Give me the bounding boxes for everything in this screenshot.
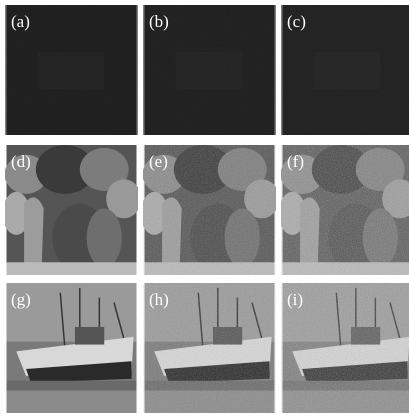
image-panel: (g) <box>7 283 137 413</box>
panel-label: (f) <box>287 152 304 171</box>
panel-label: (h) <box>149 290 169 309</box>
image-panel: (d) <box>3 145 142 275</box>
image-panel: (a) <box>5 5 138 135</box>
panel-label: (b) <box>149 12 169 31</box>
panel-label: (g) <box>11 290 31 309</box>
image-panel: (e) <box>141 145 280 275</box>
panel-label: (a) <box>11 12 30 31</box>
image-panel: (c) <box>281 5 409 135</box>
image-panel: (f) <box>279 145 409 275</box>
panel-label: (i) <box>287 290 303 309</box>
panel-grid: (a) (b) (c) (d) (e) (f) (g) (h) (i) <box>3 5 409 413</box>
figure: (a) (b) (c) (d) (e) (f) (g) (h) (i) <box>0 0 409 415</box>
image-panel: (i) <box>281 283 409 413</box>
panel-label: (e) <box>149 152 168 171</box>
image-panel: (h) <box>143 283 276 413</box>
panel-label: (c) <box>287 12 306 31</box>
image-panel: (b) <box>143 5 276 135</box>
panel-label: (d) <box>11 152 31 171</box>
